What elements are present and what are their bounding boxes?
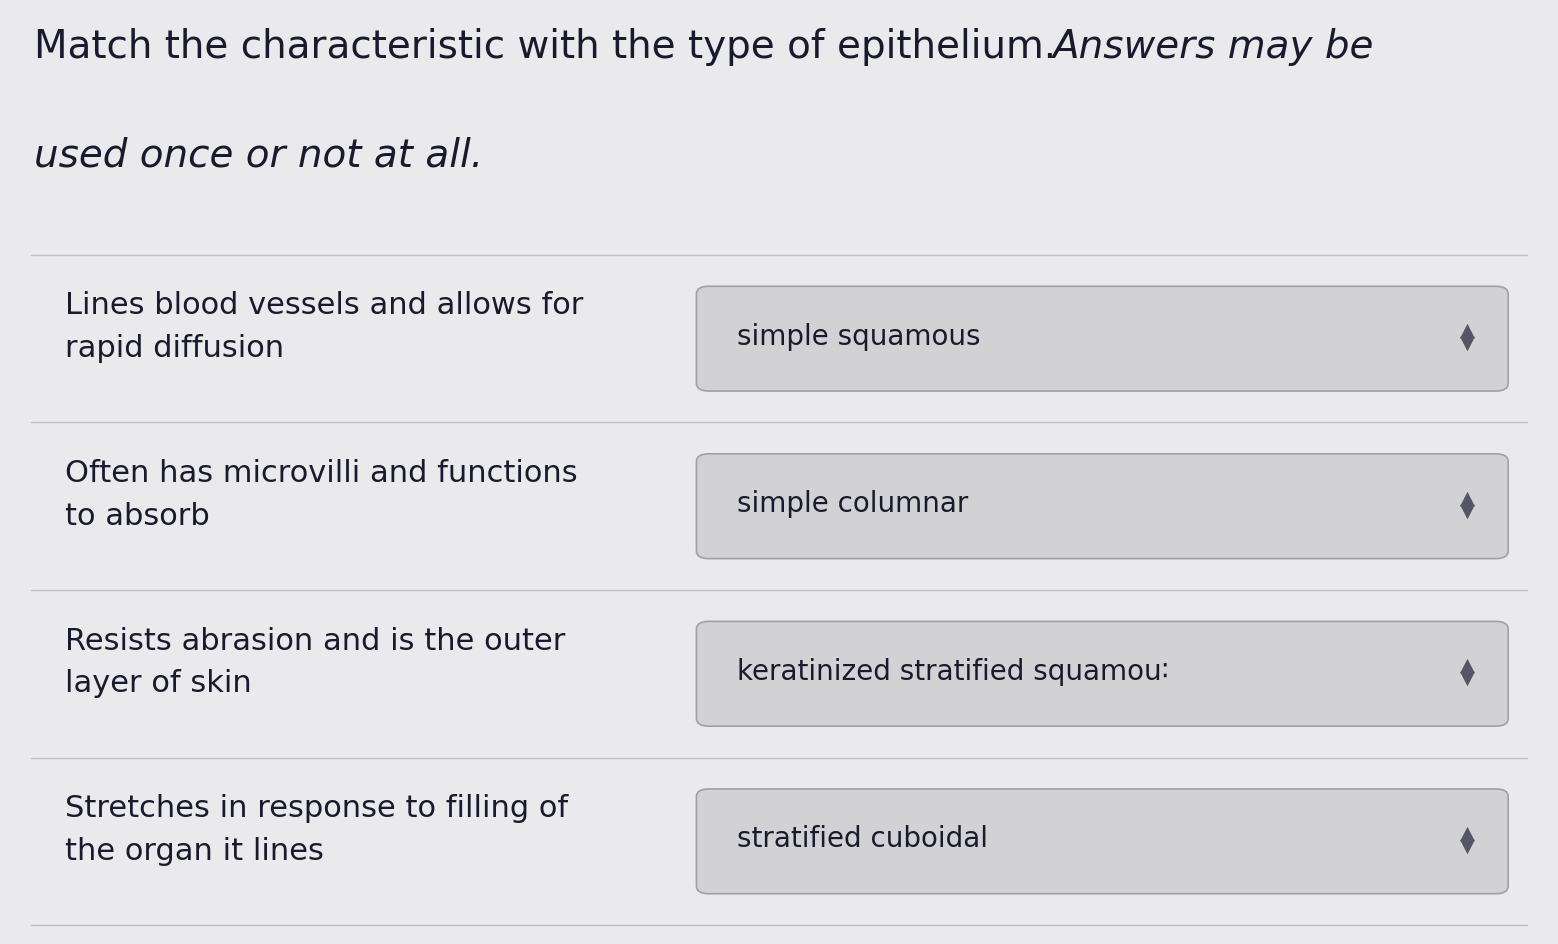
FancyBboxPatch shape bbox=[696, 454, 1508, 559]
FancyBboxPatch shape bbox=[696, 621, 1508, 726]
Text: ▲
▼: ▲ ▼ bbox=[1460, 656, 1475, 688]
Text: Resists abrasion and is the outer
layer of skin: Resists abrasion and is the outer layer … bbox=[65, 627, 566, 699]
Text: Match the characteristic with the type of epithelium.: Match the characteristic with the type o… bbox=[34, 28, 1069, 66]
Text: keratinized stratified squamou∶: keratinized stratified squamou∶ bbox=[737, 658, 1168, 686]
Text: Often has microvilli and functions
to absorb: Often has microvilli and functions to ab… bbox=[65, 459, 578, 531]
FancyBboxPatch shape bbox=[696, 286, 1508, 391]
Text: used once or not at all.: used once or not at all. bbox=[34, 137, 483, 175]
Text: ▲
▼: ▲ ▼ bbox=[1460, 488, 1475, 520]
FancyBboxPatch shape bbox=[696, 789, 1508, 894]
Text: simple squamous: simple squamous bbox=[737, 323, 980, 351]
Text: Answers may be: Answers may be bbox=[1052, 28, 1373, 66]
Text: Lines blood vessels and allows for
rapid diffusion: Lines blood vessels and allows for rapid… bbox=[65, 292, 584, 363]
Text: simple columnar: simple columnar bbox=[737, 490, 969, 518]
Text: ▲
▼: ▲ ▼ bbox=[1460, 321, 1475, 353]
Text: Stretches in response to filling of
the organ it lines: Stretches in response to filling of the … bbox=[65, 794, 569, 866]
Text: ▲
▼: ▲ ▼ bbox=[1460, 823, 1475, 855]
Text: stratified cuboidal: stratified cuboidal bbox=[737, 825, 988, 853]
